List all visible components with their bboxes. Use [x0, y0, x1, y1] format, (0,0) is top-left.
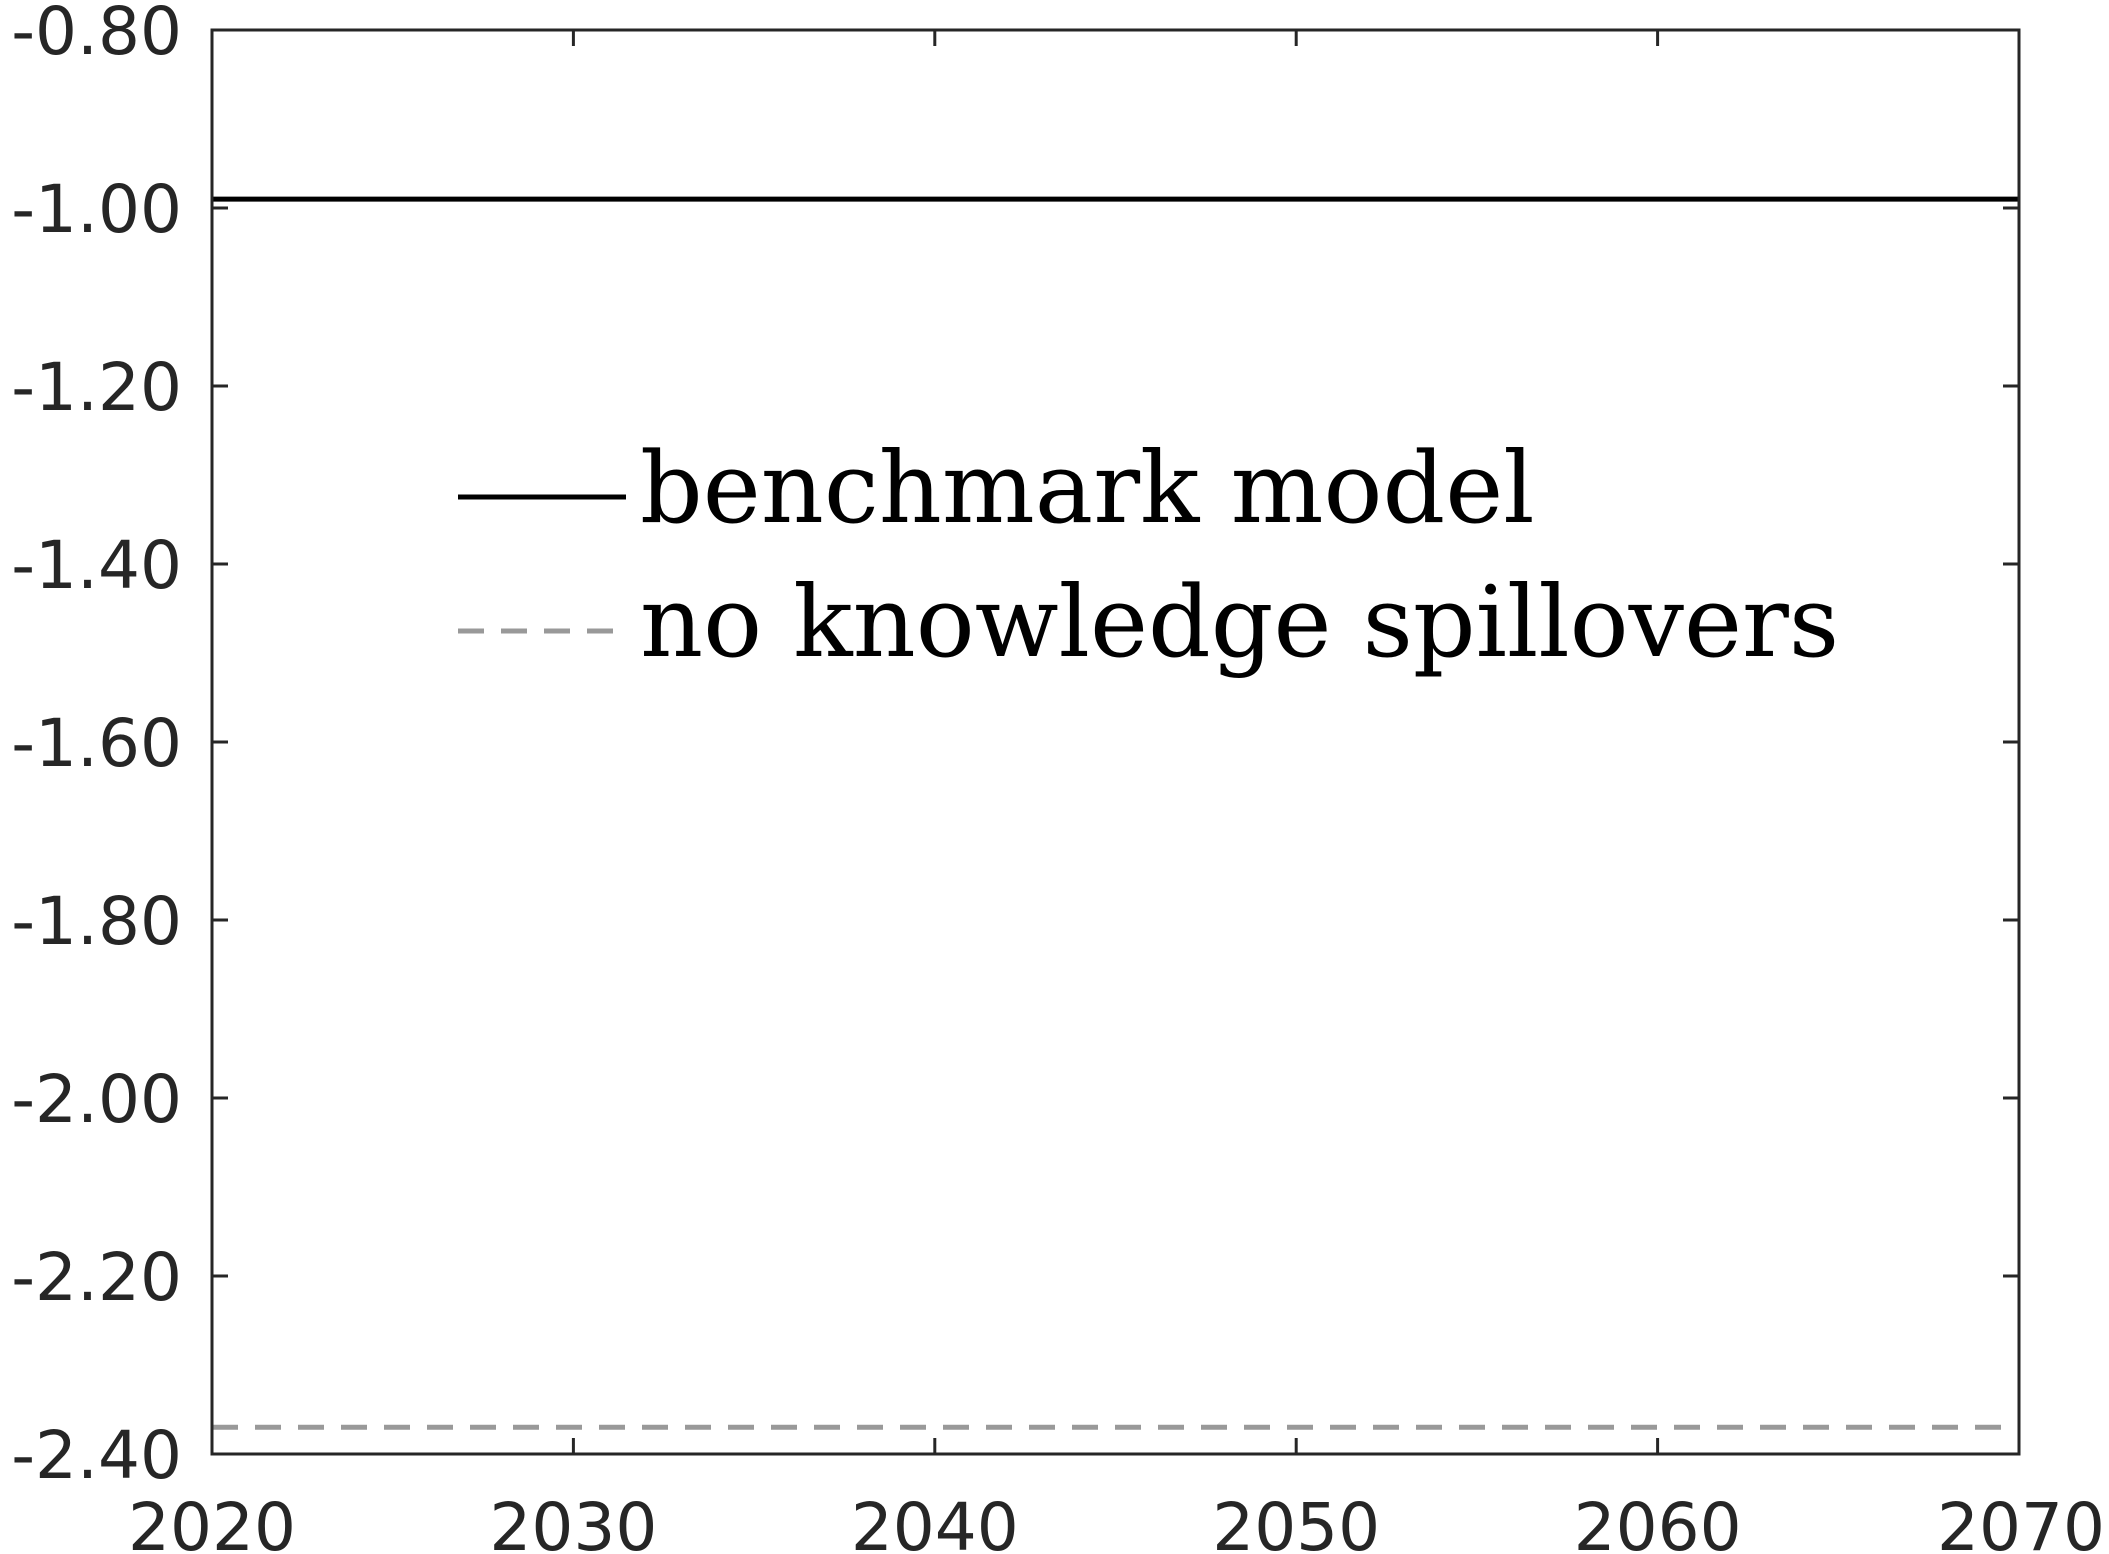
legend-label-no-knowledge-spillovers: no knowledge spillovers — [640, 566, 1839, 680]
y-tick-label: -2.20 — [11, 1239, 182, 1316]
y-tick-label: -1.60 — [11, 705, 182, 782]
series-layer — [212, 196, 2019, 1430]
y-tick-label: -1.00 — [11, 171, 182, 248]
y-tick-label: -1.20 — [11, 349, 182, 426]
legend: benchmark model no knowledge spillovers — [458, 432, 1839, 680]
y-tick-label: -2.00 — [11, 1061, 182, 1138]
x-tick-label: 2070 — [1937, 1489, 2105, 1554]
x-tick-label: 2050 — [1212, 1489, 1380, 1554]
x-tick-label: 2060 — [1574, 1489, 1742, 1554]
y-tick-label: -1.80 — [11, 883, 182, 960]
y-tick-label: -0.80 — [11, 0, 182, 70]
x-tick-label: 2040 — [851, 1489, 1019, 1554]
x-tick-label: 2030 — [489, 1489, 657, 1554]
y-tick-label: -1.40 — [11, 527, 182, 604]
axis-ticks: 2020 2030 2040 2050 2060 2070 -0.80 -1.00 -1.20 -… — [11, 0, 2105, 1554]
x-tick-label: 2020 — [128, 1489, 296, 1554]
plot-area-frame — [210, 28, 2021, 1456]
y-tick-label: -2.40 — [11, 1417, 182, 1494]
legend-label-benchmark-model: benchmark model — [640, 432, 1535, 546]
